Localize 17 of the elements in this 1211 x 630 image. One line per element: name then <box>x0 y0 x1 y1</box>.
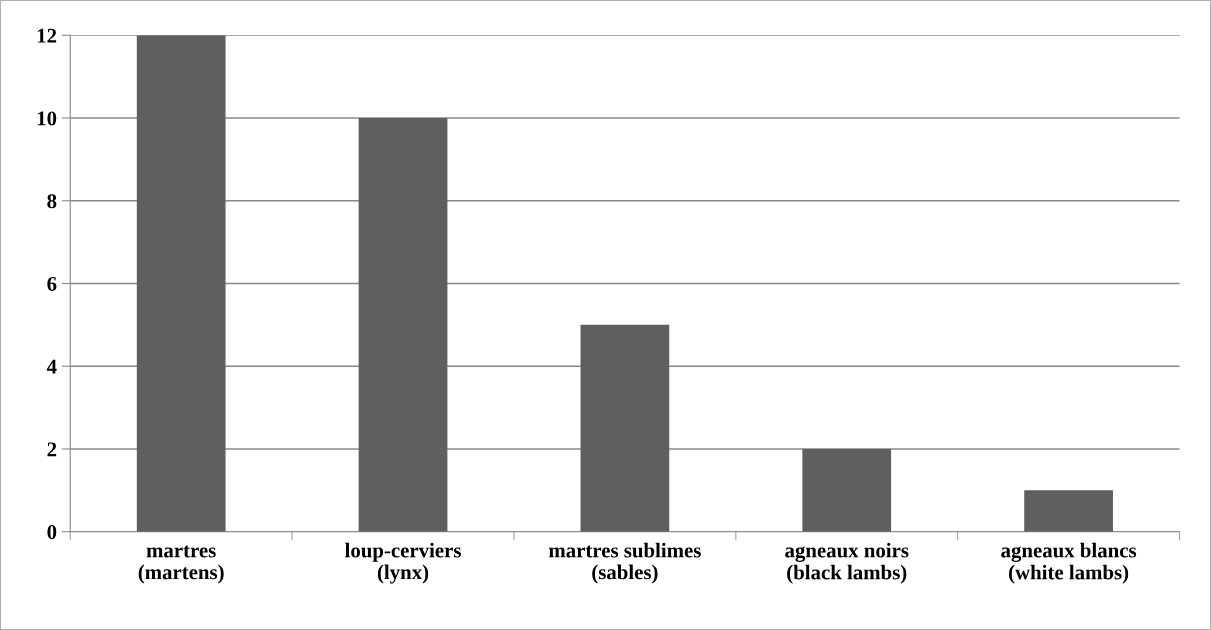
y-tick-label: 6 <box>47 276 57 291</box>
bar <box>136 35 226 532</box>
x-tick-label: martres (martens) <box>138 545 224 584</box>
x-tick-label: agneaux blancs (white lambs) <box>1001 542 1137 584</box>
y-tick-label: 4 <box>46 359 57 374</box>
y-tick-label: 8 <box>47 194 57 209</box>
y-tick-label: 2 <box>47 442 57 457</box>
y-tick-label: 0 <box>47 525 57 540</box>
y-tick-label: 12 <box>37 28 57 43</box>
bar <box>358 118 448 532</box>
x-tick-label: martres sublimes (sables) <box>548 542 701 584</box>
bar <box>580 324 670 532</box>
x-tick-label: loup-cerviers (lynx) <box>345 542 461 584</box>
bar <box>1024 490 1113 532</box>
bar <box>802 448 892 532</box>
y-tick-label: 10 <box>37 111 57 126</box>
x-tick-label: agneaux noirs (black lambs) <box>785 542 909 584</box>
